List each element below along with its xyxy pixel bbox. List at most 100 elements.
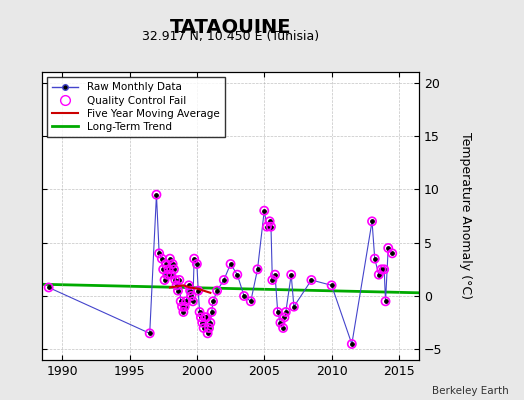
Point (155, 250, 163, 256)
Point (181, 304, 189, 310)
Point (220, 277, 228, 283)
Point (368, 218, 376, 224)
Point (166, 256, 174, 262)
Point (170, 266, 178, 272)
Point (377, 266, 386, 272)
Point (201, 314, 209, 320)
Point (182, 298, 190, 304)
Point (274, 309, 282, 315)
Point (266, 218, 274, 224)
Point (267, 224, 275, 230)
Point (152, 192, 161, 198)
Point (384, 245, 392, 251)
Point (276, 320, 285, 326)
Point (177, 298, 185, 304)
Point (203, 330, 212, 336)
Point (189, 298, 197, 304)
Point (268, 277, 277, 283)
Point (174, 288, 182, 294)
Point (201, 314, 209, 320)
Point (271, 272, 279, 278)
Point (279, 325, 287, 331)
Point (168, 261, 177, 267)
Point (165, 266, 173, 272)
Point (208, 309, 216, 315)
Point (206, 320, 214, 326)
Point (276, 320, 285, 326)
Point (172, 282, 181, 288)
Point (187, 293, 195, 299)
Point (208, 309, 216, 315)
Point (194, 288, 202, 294)
Point (159, 266, 167, 272)
Point (177, 298, 185, 304)
Point (166, 256, 174, 262)
Point (380, 266, 388, 272)
Point (186, 288, 194, 294)
Point (155, 250, 163, 256)
Point (233, 272, 242, 278)
Point (160, 277, 169, 283)
Point (182, 298, 190, 304)
Point (240, 293, 248, 299)
Point (287, 272, 296, 278)
Point (190, 256, 199, 262)
Point (167, 272, 176, 278)
Point (190, 256, 199, 262)
Point (220, 277, 228, 283)
Point (193, 261, 201, 267)
Point (160, 277, 169, 283)
Point (175, 277, 183, 283)
Point (159, 266, 167, 272)
Point (380, 266, 388, 272)
Point (307, 277, 315, 283)
Point (198, 320, 206, 326)
Point (281, 309, 290, 315)
Point (175, 277, 183, 283)
Point (179, 309, 188, 315)
Point (370, 256, 379, 262)
Point (307, 277, 315, 283)
Point (368, 218, 376, 224)
Point (179, 309, 188, 315)
Text: Berkeley Earth: Berkeley Earth (432, 386, 508, 396)
Point (45, 284, 53, 291)
Point (263, 224, 271, 230)
Point (213, 288, 221, 294)
Point (195, 309, 204, 315)
Point (388, 250, 397, 256)
Point (209, 298, 217, 304)
Point (347, 341, 356, 347)
Point (187, 293, 195, 299)
Point (263, 224, 271, 230)
Point (181, 304, 189, 310)
Point (158, 256, 166, 262)
Point (271, 272, 279, 278)
Point (388, 250, 397, 256)
Y-axis label: Temperature Anomaly (°C): Temperature Anomaly (°C) (459, 132, 472, 300)
Point (171, 277, 180, 283)
Point (184, 282, 193, 288)
Point (384, 245, 392, 251)
Point (174, 288, 182, 294)
Point (170, 266, 178, 272)
Point (178, 304, 186, 310)
Point (226, 261, 235, 267)
Point (375, 272, 383, 278)
Point (328, 282, 336, 288)
Point (195, 309, 204, 315)
Point (247, 298, 255, 304)
Point (178, 304, 186, 310)
Point (194, 288, 202, 294)
Point (247, 298, 255, 304)
Point (281, 309, 290, 315)
Point (186, 288, 194, 294)
Point (168, 261, 177, 267)
Text: TATAOUINE: TATAOUINE (170, 18, 291, 37)
Point (280, 314, 289, 320)
Point (205, 325, 213, 331)
Point (163, 272, 171, 278)
Point (172, 282, 181, 288)
Point (226, 261, 235, 267)
Point (162, 261, 170, 267)
